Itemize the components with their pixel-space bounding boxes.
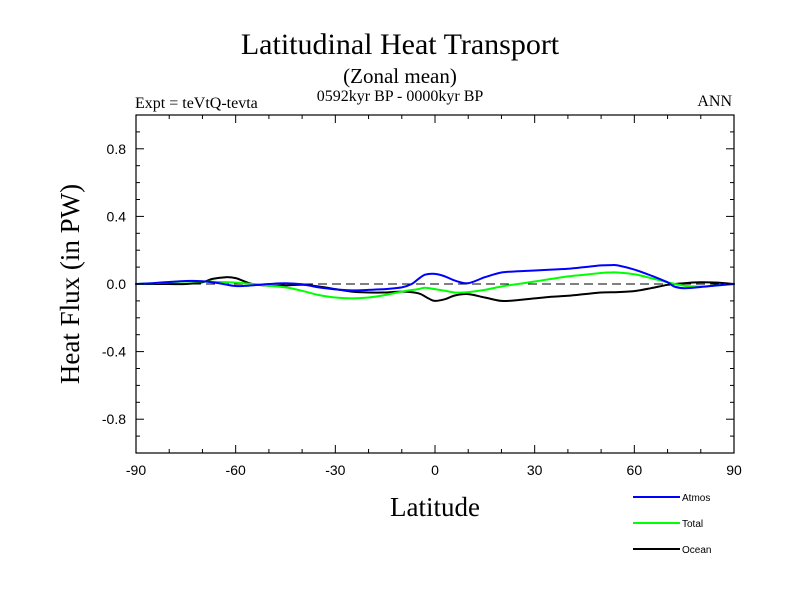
chart-period: 0592kyr BP - 0000kyr BP — [316, 88, 484, 105]
y-tick-label: -0.4 — [102, 344, 126, 360]
series-layer — [135, 263, 735, 302]
x-axis-label: Latitude — [390, 492, 480, 522]
experiment-label: Expt = teVtQ-tevta — [135, 95, 258, 112]
season-label: ANN — [697, 93, 732, 110]
x-tick-label: 0 — [431, 462, 439, 478]
x-tick-label: 90 — [726, 462, 742, 478]
x-tick-label: -30 — [325, 462, 345, 478]
legend-label-total: Total — [682, 519, 703, 530]
legend-label-ocean: Ocean — [682, 545, 711, 556]
chart-title: Latitudinal Heat Transport — [240, 28, 560, 61]
series-line-total — [135, 271, 735, 300]
y-tick-label: 0.4 — [107, 208, 127, 224]
series-line-ocean — [135, 276, 735, 302]
x-tick-label: -90 — [126, 462, 146, 478]
y-tick-label: 0.0 — [107, 276, 127, 292]
legend: Atmos Total Ocean — [633, 493, 711, 556]
y-tick-label: -0.8 — [102, 411, 126, 427]
x-tick-label: -60 — [226, 462, 246, 478]
x-tick-label: 30 — [527, 462, 543, 478]
legend-label-atmos: Atmos — [682, 493, 710, 504]
y-axis-label: Heat Flux (in PW) — [55, 184, 85, 384]
y-tick-label: 0.8 — [107, 141, 127, 157]
chart-subtitle: (Zonal mean) — [343, 64, 457, 88]
series-line-atmos — [135, 263, 735, 292]
x-tick-label: 60 — [627, 462, 643, 478]
tick-layer: -90 -60 -30 0 30 60 90 -0.8 -0.4 0.0 0.4 0.8 — [102, 114, 742, 478]
